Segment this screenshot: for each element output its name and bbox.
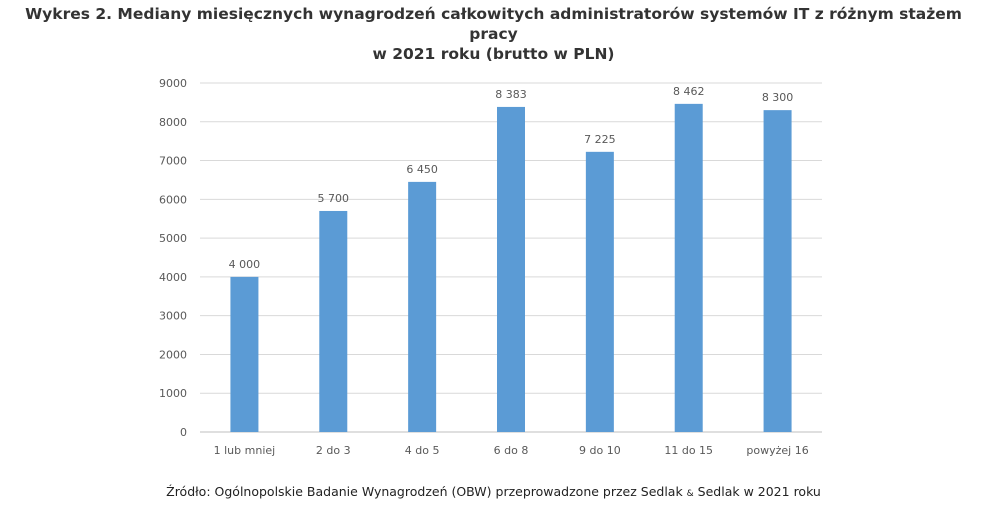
y-tick-label: 2000 [159,348,187,361]
y-tick-label: 5000 [159,232,187,245]
bar [319,210,348,432]
bar [497,106,525,432]
data-label: 4 000 [229,258,261,271]
bars [230,103,792,433]
y-tick-label: 7000 [159,155,187,168]
data-label: 8 383 [495,88,527,101]
data-labels: 4 000 5 700 6 450 8 383 7 225 8 462 8 300 [229,85,794,271]
x-axis-ticks: 1 lub mniej 2 do 3 4 do 5 6 do 8 9 do 10 11 d… [214,444,809,457]
x-tick-label: 9 do 10 [579,444,621,457]
x-tick-label: 1 lub mniej [214,444,276,457]
data-label: 6 450 [406,163,438,176]
x-tick-label: 4 do 5 [405,444,440,457]
y-axis-ticks: 0 1000 2000 3000 4000 5000 6000 7000 8000 9000 [159,77,187,439]
bar [408,181,437,432]
data-label: 5 700 [318,192,350,205]
bar [674,103,703,433]
y-tick-label: 0 [180,426,187,439]
y-tick-label: 4000 [159,271,187,284]
x-tick-label: 6 do 8 [494,444,529,457]
data-label: 7 225 [584,133,616,146]
bar [585,151,614,432]
y-tick-label: 9000 [159,77,187,90]
bar-chart: 0 1000 2000 3000 4000 5000 6000 7000 8000 9000 4 … [159,77,822,457]
source-text-part-2: Sedlak w 2021 roku [693,484,821,499]
x-tick-label: powyżej 16 [746,444,808,457]
source-note: Źródło: Ogólnopolskie Badanie Wynagrodze… [0,484,987,502]
y-tick-label: 6000 [159,193,187,206]
data-label: 8 462 [673,85,705,98]
y-tick-label: 3000 [159,310,187,323]
x-tick-label: 11 do 15 [664,444,713,457]
chart-title-line-1: Wykres 2. Mediany miesięcznych wynagrodz… [25,5,962,43]
chart-title-line-2: w 2021 roku (brutto w PLN) [372,45,615,63]
y-tick-label: 1000 [159,387,187,400]
data-label: 8 300 [762,91,794,104]
bar [763,110,792,433]
x-tick-label: 2 do 3 [316,444,351,457]
source-text-part-1: Źródło: Ogólnopolskie Badanie Wynagrodze… [166,484,687,499]
source-text-ampersand: & [686,489,694,499]
chart-title: Wykres 2. Mediany miesięcznych wynagrodz… [0,4,987,64]
y-tick-label: 8000 [159,116,187,129]
bar [230,276,259,432]
